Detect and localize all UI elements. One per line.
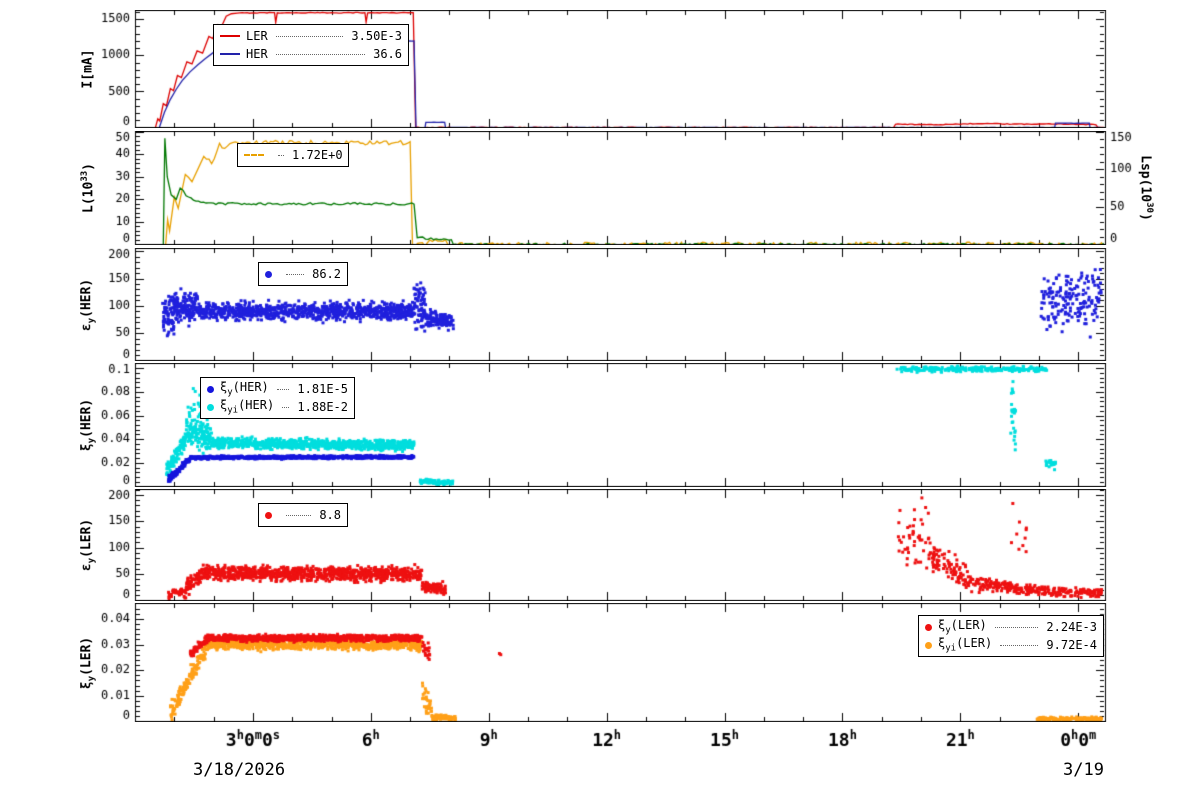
beam-current-ylabel: I[mA] <box>80 49 96 89</box>
luminosity-legend: 1.72E+0 <box>237 143 349 167</box>
ey-ler-dot-marker <box>265 511 272 519</box>
panel-ey-her: εy(HER) 86.2 <box>0 248 1200 361</box>
panel-xi-ler: ξy(LER) ξy(LER) 2.24E-3 ξyi(LER) 9.72E-4 <box>0 603 1200 722</box>
legend-entry-ey-ler: 8.8 <box>265 506 341 524</box>
x-axis-strip: 3/18/2026 3/19 <box>0 722 1200 798</box>
xi-her-legend: ξy(HER) 1.81E-5 ξyi(HER) 1.88E-2 <box>200 377 355 419</box>
legend-value: 9.72E-4 <box>1046 638 1097 652</box>
legend-leader <box>286 514 312 516</box>
xiy-ler-dot-marker <box>925 623 932 631</box>
her-line-marker <box>220 53 240 55</box>
luminosity-line-marker <box>244 154 264 156</box>
ey-ler-plot <box>0 489 1200 601</box>
date-start-label: 3/18/2026 <box>193 760 286 780</box>
legend-label: ξyi(LER) <box>938 636 993 654</box>
beam-current-legend: LER 3.50E-3 HER 36.6 <box>213 24 409 66</box>
legend-entry-xiy-ler: ξy(LER) 2.24E-3 <box>925 618 1097 636</box>
xiyi-ler-dot-marker <box>925 641 932 649</box>
legend-entry-ler: LER 3.50E-3 <box>220 27 402 45</box>
legend-label: ξy(LER) <box>938 618 987 636</box>
legend-value: 1.72E+0 <box>292 148 343 162</box>
luminosity-plot <box>0 131 1200 245</box>
legend-label: ξyi(HER) <box>220 398 275 416</box>
legend-leader <box>276 388 290 390</box>
legend-leader <box>275 35 344 37</box>
panel-luminosity: L(1033) Lsp(1030) 1.72E+0 <box>0 131 1200 245</box>
ey-her-plot <box>0 248 1200 361</box>
legend-leader <box>282 406 290 408</box>
ey-ler-legend: 8.8 <box>258 503 348 527</box>
legend-label: HER <box>246 47 268 61</box>
legend-label: LER <box>246 29 268 43</box>
legend-value: 8.8 <box>319 508 341 522</box>
legend-value: 1.81E-5 <box>297 382 348 396</box>
x-axis-tick-labels <box>0 722 1200 798</box>
xi-her-plot <box>0 363 1200 487</box>
ey-her-dot-marker <box>265 270 272 278</box>
ey-ler-ylabel: εy(LER) <box>79 518 97 572</box>
legend-value: 36.6 <box>373 47 402 61</box>
legend-leader <box>286 273 305 275</box>
legend-entry-lum: 1.72E+0 <box>244 146 343 164</box>
legend-value: 2.24E-3 <box>1046 620 1097 634</box>
legend-leader <box>1000 644 1039 646</box>
specific-luminosity-ylabel: Lsp(1030) <box>1137 155 1155 221</box>
legend-value: 86.2 <box>312 267 341 281</box>
xiyi-her-dot-marker <box>207 403 214 411</box>
legend-value: 3.50E-3 <box>351 29 402 43</box>
xiy-her-dot-marker <box>207 385 214 393</box>
xi-ler-ylabel: ξy(LER) <box>79 636 97 689</box>
panel-beam-current: I[mA] LER 3.50E-3 HER 36.6 <box>0 10 1200 128</box>
legend-entry-ey-her: 86.2 <box>265 265 341 283</box>
luminosity-ylabel: L(1033) <box>79 163 97 213</box>
panel-xi-her: ξy(HER) ξy(HER) 1.81E-5 ξyi(HER) 1.88E-2 <box>0 363 1200 487</box>
legend-entry-her: HER 36.6 <box>220 45 402 63</box>
date-end-label: 3/19 <box>1063 760 1104 780</box>
ey-her-ylabel: εy(HER) <box>79 278 97 331</box>
legend-leader <box>278 154 284 156</box>
xi-ler-legend: ξy(LER) 2.24E-3 ξyi(LER) 9.72E-4 <box>918 615 1104 657</box>
ey-her-legend: 86.2 <box>258 262 348 286</box>
legend-leader <box>994 626 1039 628</box>
legend-entry-xiyi-her: ξyi(HER) 1.88E-2 <box>207 398 348 416</box>
beam-current-plot <box>0 10 1200 128</box>
ler-line-marker <box>220 35 240 37</box>
xi-her-ylabel: ξy(HER) <box>79 398 97 452</box>
legend-value: 1.88E-2 <box>297 400 348 414</box>
legend-label: ξy(HER) <box>220 380 269 398</box>
legend-leader <box>275 53 366 55</box>
legend-entry-xiyi-ler: ξyi(LER) 9.72E-4 <box>925 636 1097 654</box>
panel-ey-ler: εy(LER) 8.8 <box>0 489 1200 601</box>
legend-entry-xiy-her: ξy(HER) 1.81E-5 <box>207 380 348 398</box>
